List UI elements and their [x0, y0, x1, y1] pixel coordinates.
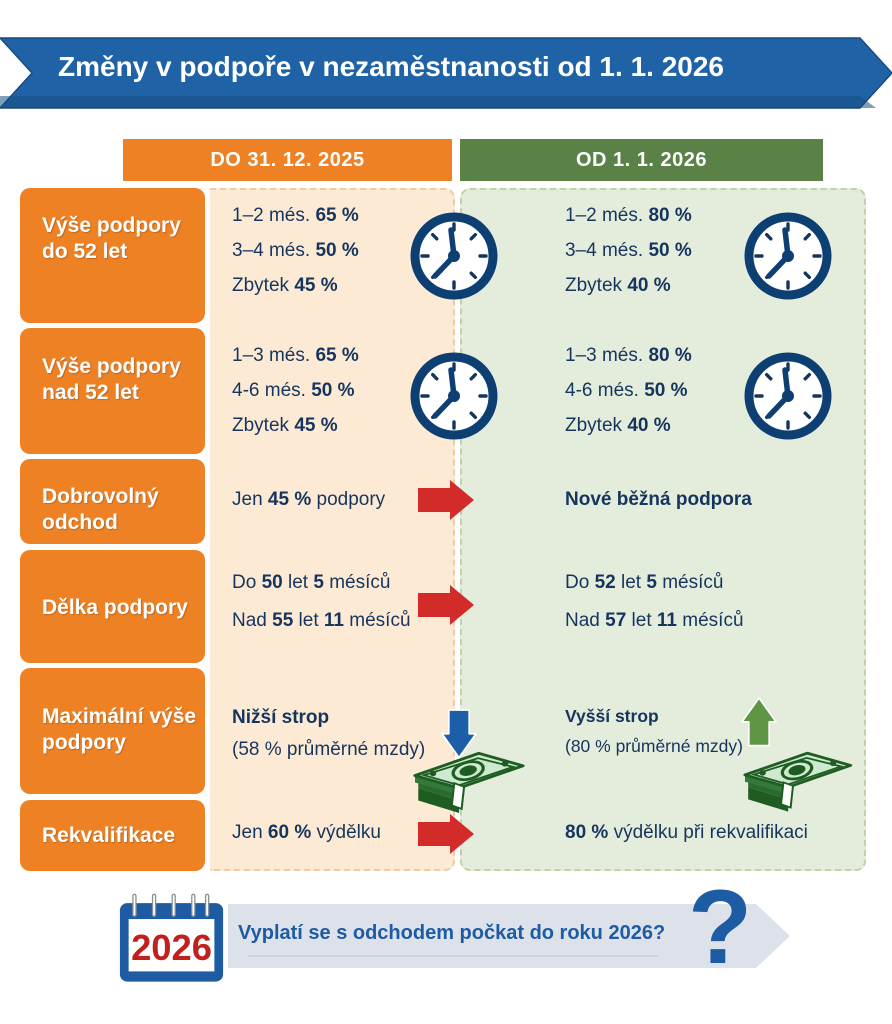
- svg-text:2026: 2026: [131, 927, 212, 968]
